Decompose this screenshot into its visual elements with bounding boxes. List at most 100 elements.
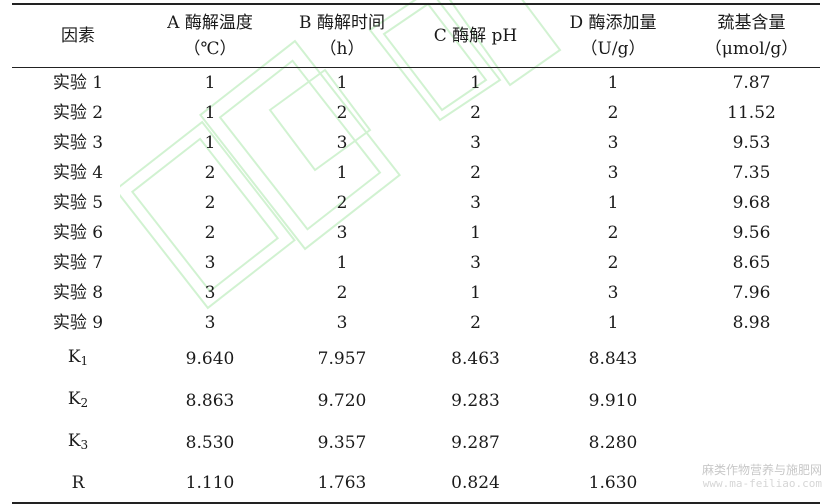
summary-symbol: K [67, 389, 81, 409]
cell-a: 2 [204, 163, 216, 183]
summary-subscript: 1 [80, 354, 89, 368]
summary-cell-c: 8.463 [451, 349, 500, 369]
table-row: 实验 7 3 1 3 2 8.65 [12, 248, 820, 278]
cell-thiol: 9.56 [732, 223, 771, 243]
summary-cell-d: 8.843 [588, 349, 638, 369]
cell-d: 1 [607, 313, 619, 333]
header-factor: 因素 [12, 3, 144, 68]
cell-d: 2 [607, 103, 619, 123]
header-label: C 酶解 pH [433, 26, 518, 46]
summary-cell-d: 8.280 [588, 433, 638, 453]
cell-d: 1 [607, 193, 619, 213]
summary-cell-c: 0.824 [408, 464, 543, 504]
table-row: 实验 4 2 1 2 3 7.35 [12, 158, 820, 188]
cell-c: 2 [470, 313, 481, 333]
cell-b: 1 [336, 163, 348, 183]
summary-label: R [12, 464, 144, 504]
header-row: 因素 A 酶解温度 （℃） B 酶解时间 （h） C 酶解 pH D 酶添加量 （U/g） 巯基… [12, 3, 820, 68]
summary-subscript: 2 [80, 396, 89, 410]
cell-thiol: 11.52 [727, 103, 776, 123]
summary-symbol: K [67, 431, 81, 451]
header-unit: （h） [319, 39, 365, 59]
summary-symbol: K [67, 347, 81, 367]
cell-c: 1 [470, 283, 481, 303]
summary-empty-cell [683, 422, 820, 464]
table-row: 实验 9 3 3 2 1 8.98 [12, 308, 820, 338]
cell-c: 1 [470, 73, 481, 93]
header-a-temperature: A 酶解温度 （℃） [144, 3, 276, 68]
header-c-ph: C 酶解 pH [408, 3, 543, 68]
header-unit: （℃） [183, 39, 237, 59]
cell-b: 3 [336, 223, 348, 243]
cell-a: 1 [204, 103, 216, 123]
cell-b: 2 [336, 103, 348, 123]
cell-b: 3 [336, 313, 348, 333]
cell-thiol: 7.35 [732, 163, 771, 183]
cell-a: 2 [204, 223, 216, 243]
header-unit: （μmol/g） [704, 39, 799, 59]
cell-thiol: 7.87 [732, 73, 771, 93]
summary-cell-b: 1.763 [276, 464, 408, 504]
summary-label: K2 [12, 380, 144, 422]
site-watermark: 麻类作物营养与施肥网 www.ma-feiliao.com [702, 463, 822, 491]
summary-row: R 1.110 1.763 0.824 1.630 [12, 464, 820, 504]
cell-d: 3 [607, 133, 619, 153]
row-label: 实验 9 [52, 313, 104, 333]
cell-d: 1 [607, 73, 619, 93]
row-label: 实验 2 [52, 103, 104, 123]
orthogonal-test-table: 因素 A 酶解温度 （℃） B 酶解时间 （h） C 酶解 pH D 酶添加量 （U/g） 巯基… [12, 3, 820, 504]
cell-d: 3 [607, 283, 619, 303]
summary-cell-d: 1.630 [543, 464, 683, 504]
cell-c: 1 [470, 223, 481, 243]
header-label: D 酶添加量 [569, 13, 657, 33]
table-row: 实验 3 1 3 3 3 9.53 [12, 128, 820, 158]
cell-b: 3 [336, 133, 348, 153]
table-row: 实验 2 1 2 2 2 11.52 [12, 98, 820, 128]
summary-cell-a: 9.640 [185, 349, 235, 369]
cell-b: 1 [336, 73, 348, 93]
row-label: 实验 8 [52, 283, 104, 303]
header-unit: （U/g） [580, 39, 646, 59]
cell-c: 3 [470, 253, 481, 273]
cell-d: 2 [607, 253, 619, 273]
cell-c: 3 [470, 133, 481, 153]
header-label: B 酶解时间 [299, 13, 385, 33]
table-row: 实验 6 2 3 1 2 9.56 [12, 218, 820, 248]
summary-subscript: 3 [80, 438, 89, 452]
summary-symbol: R [71, 473, 85, 493]
watermark-site-name: 麻类作物营养与施肥网 [701, 463, 822, 477]
row-label: 实验 4 [52, 163, 104, 183]
summary-cell-c: 9.287 [451, 433, 500, 453]
cell-d: 2 [607, 223, 619, 243]
row-label: 实验 1 [52, 73, 104, 93]
cell-a: 2 [204, 193, 216, 213]
cell-thiol: 8.98 [732, 313, 771, 333]
cell-b: 2 [336, 283, 348, 303]
summary-label: K3 [12, 422, 144, 464]
watermark-url: www.ma-feiliao.com [702, 477, 822, 490]
header-label: 因素 [61, 26, 95, 46]
cell-a: 3 [204, 313, 216, 333]
header-d-enzyme-dose: D 酶添加量 （U/g） [543, 3, 683, 68]
header-thiol-content: 巯基含量 （μmol/g） [683, 3, 820, 68]
cell-a: 1 [204, 133, 216, 153]
summary-row: K3 8.530 9.357 9.287 8.280 [12, 422, 820, 464]
summary-empty-cell [683, 380, 820, 422]
row-label: 实验 7 [52, 253, 104, 273]
row-label: 实验 6 [52, 223, 104, 243]
cell-c: 3 [470, 193, 481, 213]
table-row: 实验 8 3 2 1 3 7.96 [12, 278, 820, 308]
cell-thiol: 8.65 [732, 253, 771, 273]
summary-cell-b: 9.357 [317, 433, 367, 453]
summary-label: K1 [12, 338, 144, 380]
summary-cell-d: 9.910 [588, 391, 638, 411]
table-row: 实验 5 2 2 3 1 9.68 [12, 188, 820, 218]
summary-cell-a: 8.530 [185, 433, 235, 453]
cell-b: 2 [336, 193, 348, 213]
header-label: 巯基含量 [717, 13, 786, 33]
summary-cell-a: 1.110 [144, 464, 276, 504]
summary-cell-a: 8.863 [185, 391, 235, 411]
cell-a: 3 [204, 283, 216, 303]
cell-thiol: 9.53 [732, 133, 771, 153]
cell-b: 1 [336, 253, 348, 273]
